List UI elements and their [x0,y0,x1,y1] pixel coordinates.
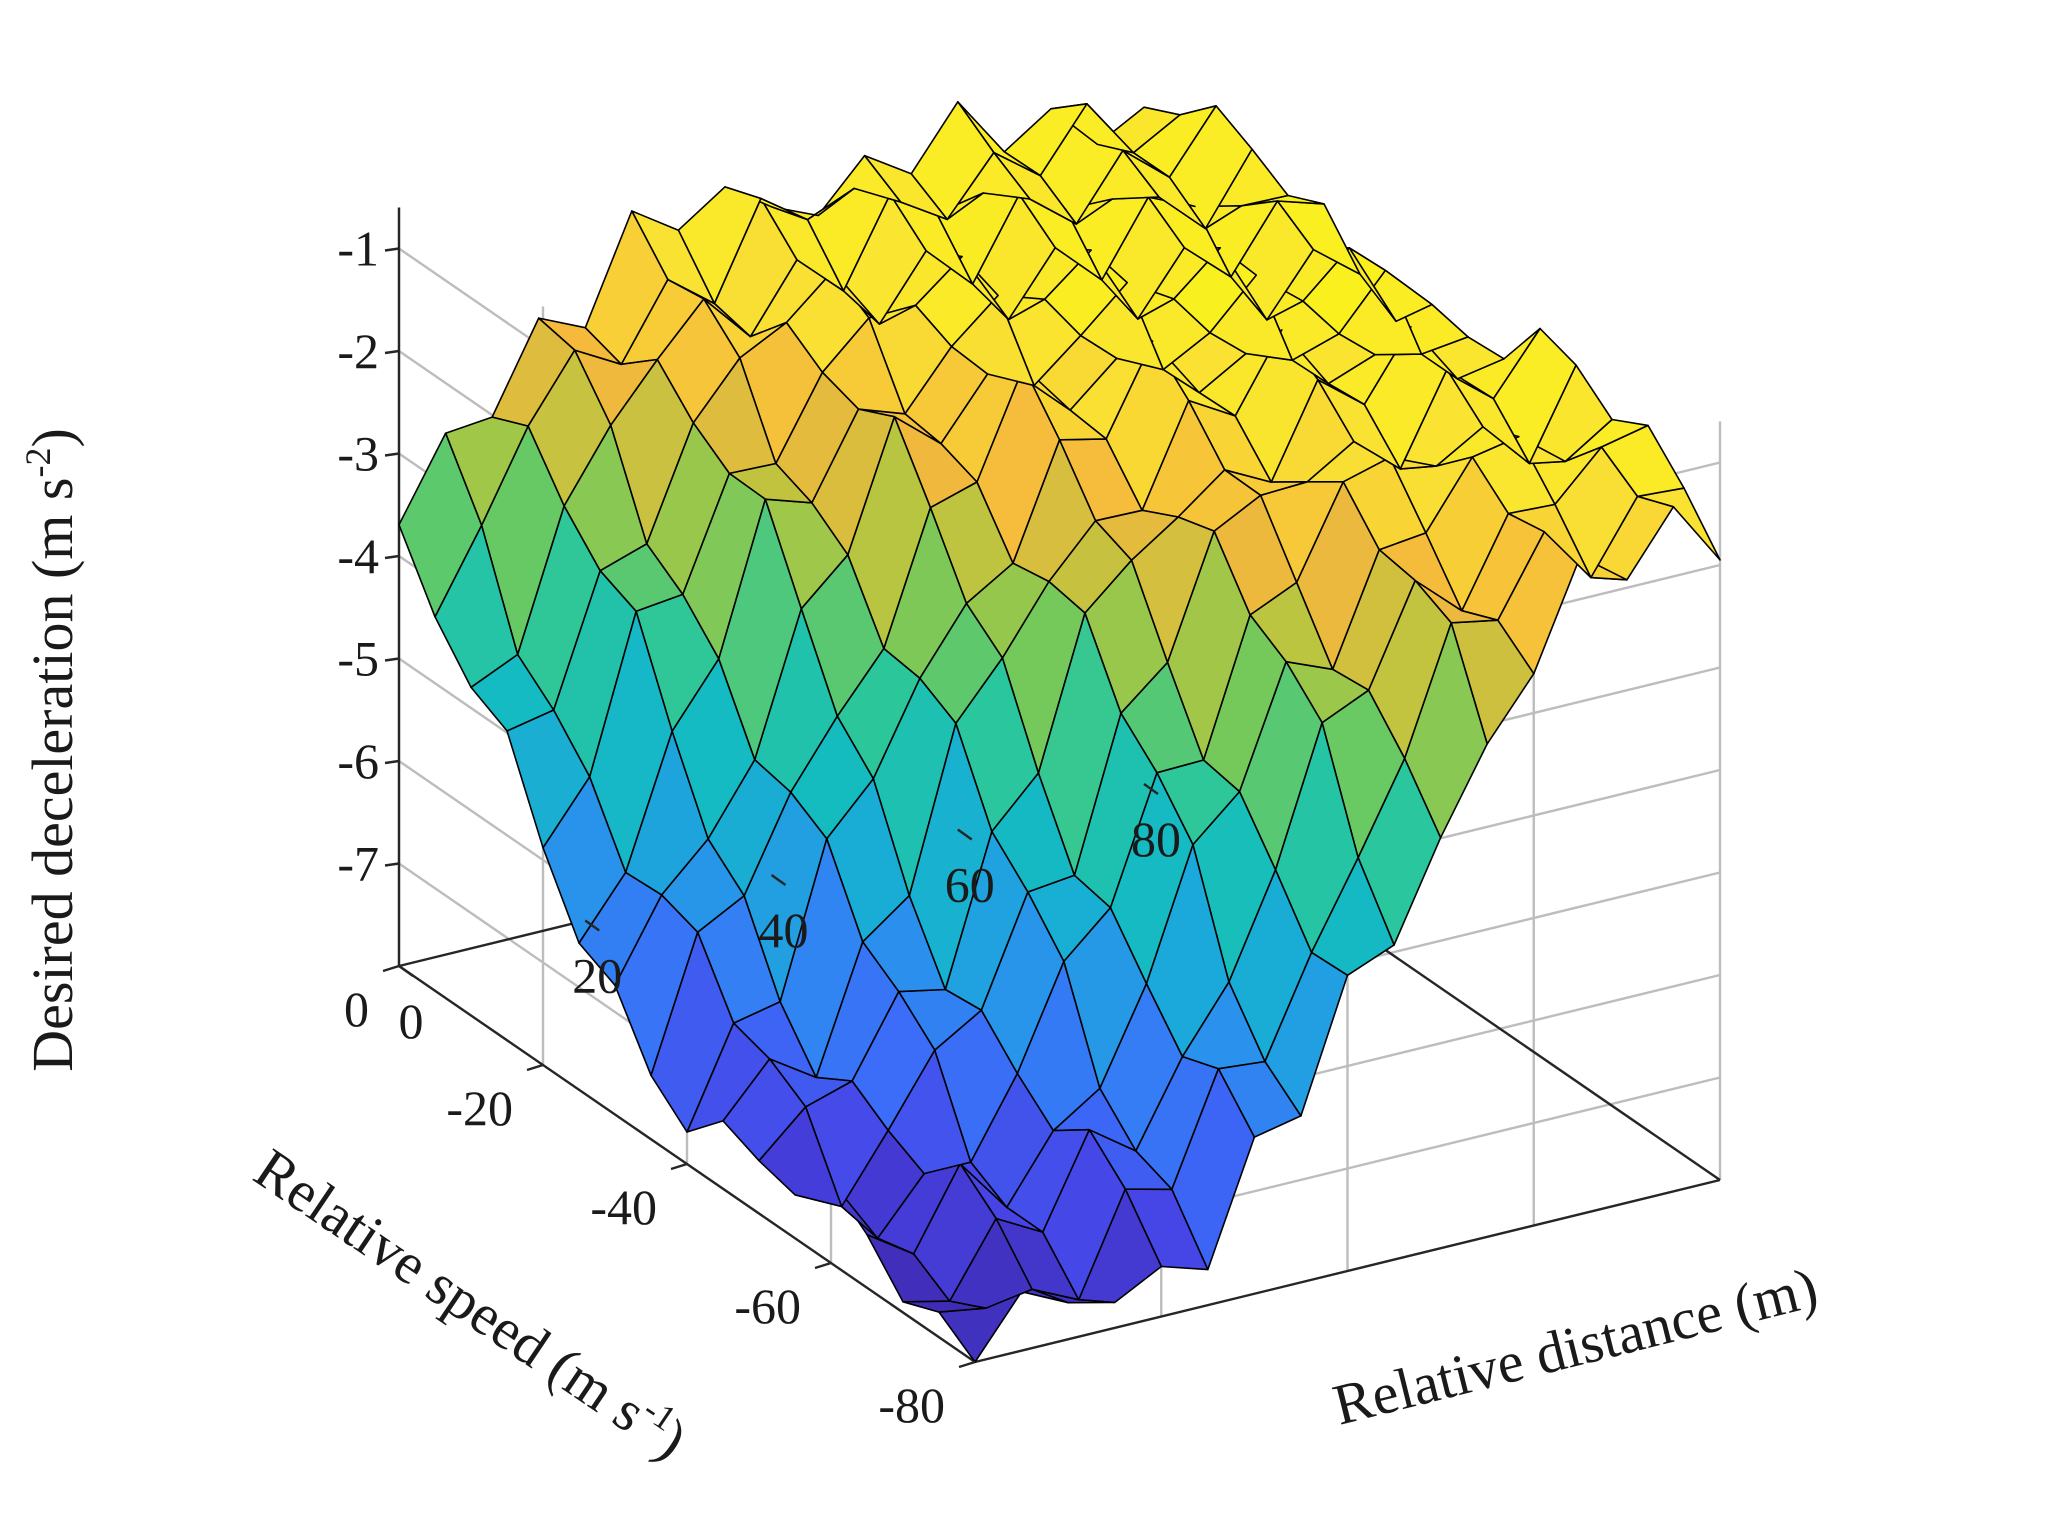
x-tick-label: 20 [572,948,622,1004]
axis-ticks: -1 -2 -3 -4 -5 -6 -7 0 -20 -40 -60 -80 0 20 40 60 80 [337,221,1181,1434]
z-tick-mark [384,862,400,867]
y-tick-label: 0 [344,981,369,1037]
x-tick-mark [770,874,787,886]
z-tick-mark [384,759,400,765]
z-tick-label: -6 [337,733,379,789]
y-tick-mark [670,1162,688,1171]
z-tick-label: -5 [337,631,379,687]
z-tick-label: -1 [337,221,379,277]
z-tick-mark [384,657,400,662]
x-tick-label: 40 [759,902,809,958]
y-tick-label: -40 [590,1179,657,1235]
x-tick-label: 80 [1131,811,1181,867]
z-tick-mark [384,247,400,252]
y-tick-label: -80 [878,1377,945,1433]
x-axis-label: Relative distance (m) [1327,1255,1824,1438]
z-tick-mark [384,349,400,355]
y-tick-mark [526,1063,544,1072]
x-tick-mark [584,919,600,932]
x-tick-mark [1143,783,1159,795]
z-tick-label: -3 [337,426,379,482]
y-tick-label: -60 [734,1278,801,1334]
z-tick-label: -4 [337,528,379,584]
x-tick-mark [957,828,973,841]
surface-facet [398,432,483,618]
x-tick-label: 60 [945,857,995,913]
y-tick-mark [382,964,400,973]
y-tick-label: -20 [446,1080,513,1136]
x-tick-label: 0 [399,993,424,1049]
surface-mesh [398,101,1721,1363]
x-tick-mark [398,965,414,977]
y-tick-mark [814,1261,832,1270]
y-tick-mark [958,1360,976,1369]
z-tick-mark [384,452,400,457]
z-tick-label: -7 [337,836,379,892]
z-tick-mark [384,554,400,560]
z-axis-label: Desired deceleration (m s-2) [18,428,85,1072]
z-tick-label: -2 [337,323,379,379]
